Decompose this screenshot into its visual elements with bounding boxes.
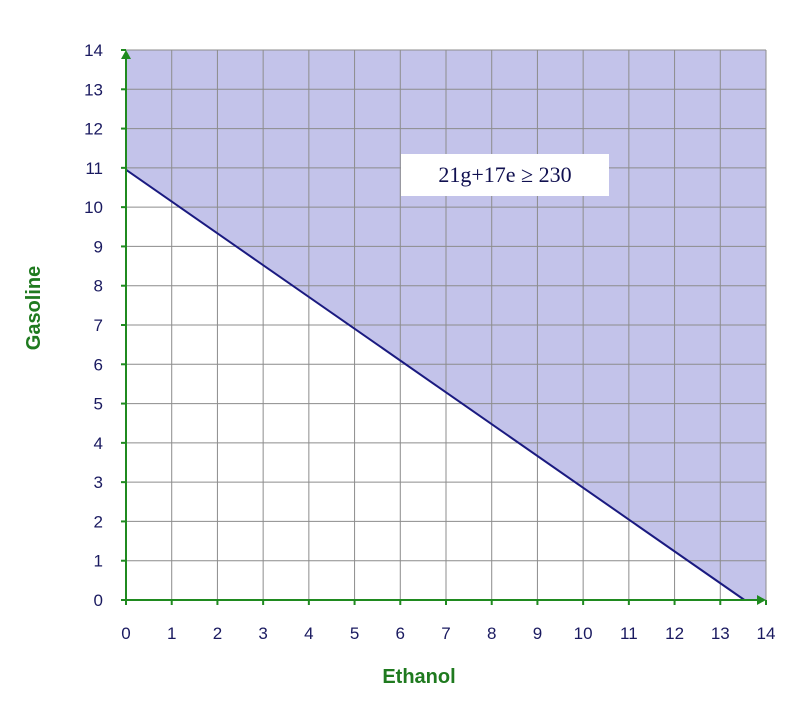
- y-tick-label: 10: [84, 198, 103, 217]
- y-tick-label: 0: [94, 591, 103, 610]
- y-tick-label: 9: [94, 237, 103, 256]
- x-tick-label: 3: [258, 624, 267, 643]
- y-tick-label: 12: [84, 120, 103, 139]
- y-tick-label: 7: [94, 316, 103, 335]
- x-axis-arrow-icon: [757, 595, 766, 605]
- x-tick-label: 2: [213, 624, 222, 643]
- x-tick-label: 8: [487, 624, 496, 643]
- y-tick-label: 1: [94, 552, 103, 571]
- x-tick-label: 9: [533, 624, 542, 643]
- x-axis-title: Ethanol: [382, 666, 455, 688]
- x-tick-label: 1: [167, 624, 176, 643]
- boundary-line: [125, 168, 746, 601]
- y-tick-label: 11: [85, 159, 103, 178]
- x-tick-label: 0: [121, 624, 130, 643]
- x-tick-label: 13: [711, 624, 730, 643]
- x-tick-label: 12: [665, 624, 684, 643]
- y-tick-label: 6: [94, 355, 103, 374]
- grid-lines: [126, 49, 767, 600]
- y-tick-label: 4: [94, 434, 103, 453]
- x-tick-label: 10: [574, 624, 593, 643]
- y-tick-label: 3: [94, 473, 103, 492]
- inequality-label-box: 21g+17e ≥ 230: [401, 154, 609, 196]
- y-axis-title: Gasoline: [23, 266, 45, 350]
- y-tick-label: 14: [84, 41, 103, 60]
- inequality-label: 21g+17e ≥ 230: [438, 162, 571, 187]
- y-axis-arrow-icon: [121, 50, 131, 59]
- x-tick-label: 11: [620, 624, 638, 643]
- y-tick-label: 5: [94, 395, 103, 414]
- x-tick-label: 6: [396, 624, 405, 643]
- x-tick-labels: 0 1 2 3 4 5 6 7 8 9 10 11 12 13 14: [121, 624, 775, 643]
- axes: [121, 49, 767, 605]
- x-tick-label: 5: [350, 624, 359, 643]
- y-tick-label: 13: [84, 80, 103, 99]
- x-tick-label: 14: [757, 624, 776, 643]
- y-tick-label: 2: [94, 512, 103, 531]
- x-tick-label: 4: [304, 624, 313, 643]
- x-tick-label: 7: [441, 624, 450, 643]
- y-tick-label: 8: [94, 277, 103, 296]
